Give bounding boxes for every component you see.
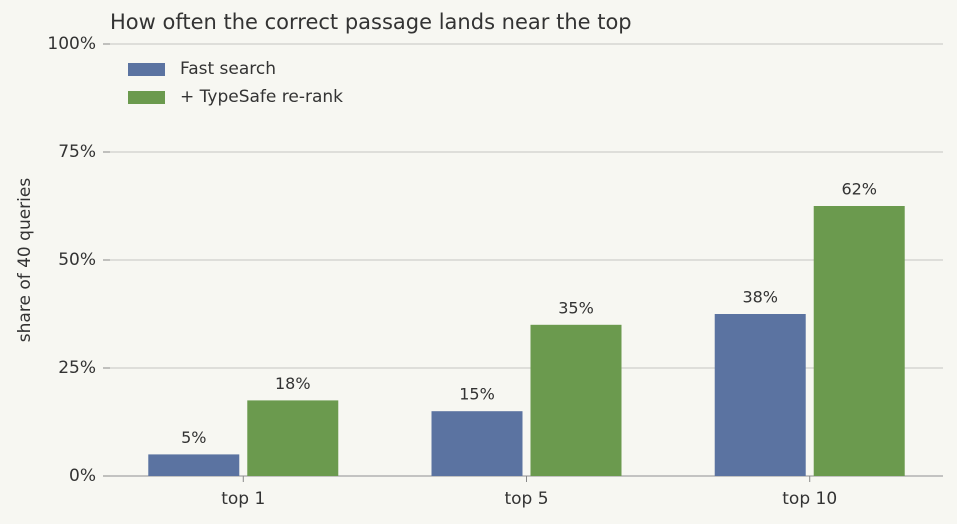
value-label: 38% [742, 288, 778, 307]
x-tick-label: top 1 [221, 489, 265, 509]
bar [714, 314, 806, 476]
y-tick-label: 25% [58, 358, 96, 378]
bar [813, 206, 905, 476]
chart-title: How often the correct passage lands near… [110, 10, 632, 34]
bar [148, 454, 240, 476]
y-tick-label: 0% [69, 466, 96, 486]
value-label: 15% [459, 385, 495, 404]
y-tick-label: 100% [47, 34, 96, 54]
x-tick-label: top 10 [782, 489, 837, 509]
value-label: 35% [558, 298, 594, 317]
value-label: 18% [275, 374, 311, 393]
value-label: 5% [181, 428, 206, 447]
legend-label: Fast search [180, 59, 276, 79]
x-tick-label: top 5 [504, 489, 548, 509]
value-label: 62% [841, 180, 877, 199]
bar [530, 324, 622, 476]
bar [247, 400, 339, 476]
y-tick-label: 75% [58, 142, 96, 162]
legend-swatch [128, 63, 165, 76]
legend-label: + TypeSafe re-rank [180, 87, 343, 107]
bar [431, 411, 523, 476]
y-axis-label: share of 40 queries [15, 178, 35, 343]
y-tick-label: 50% [58, 250, 96, 270]
legend-swatch [128, 91, 165, 104]
